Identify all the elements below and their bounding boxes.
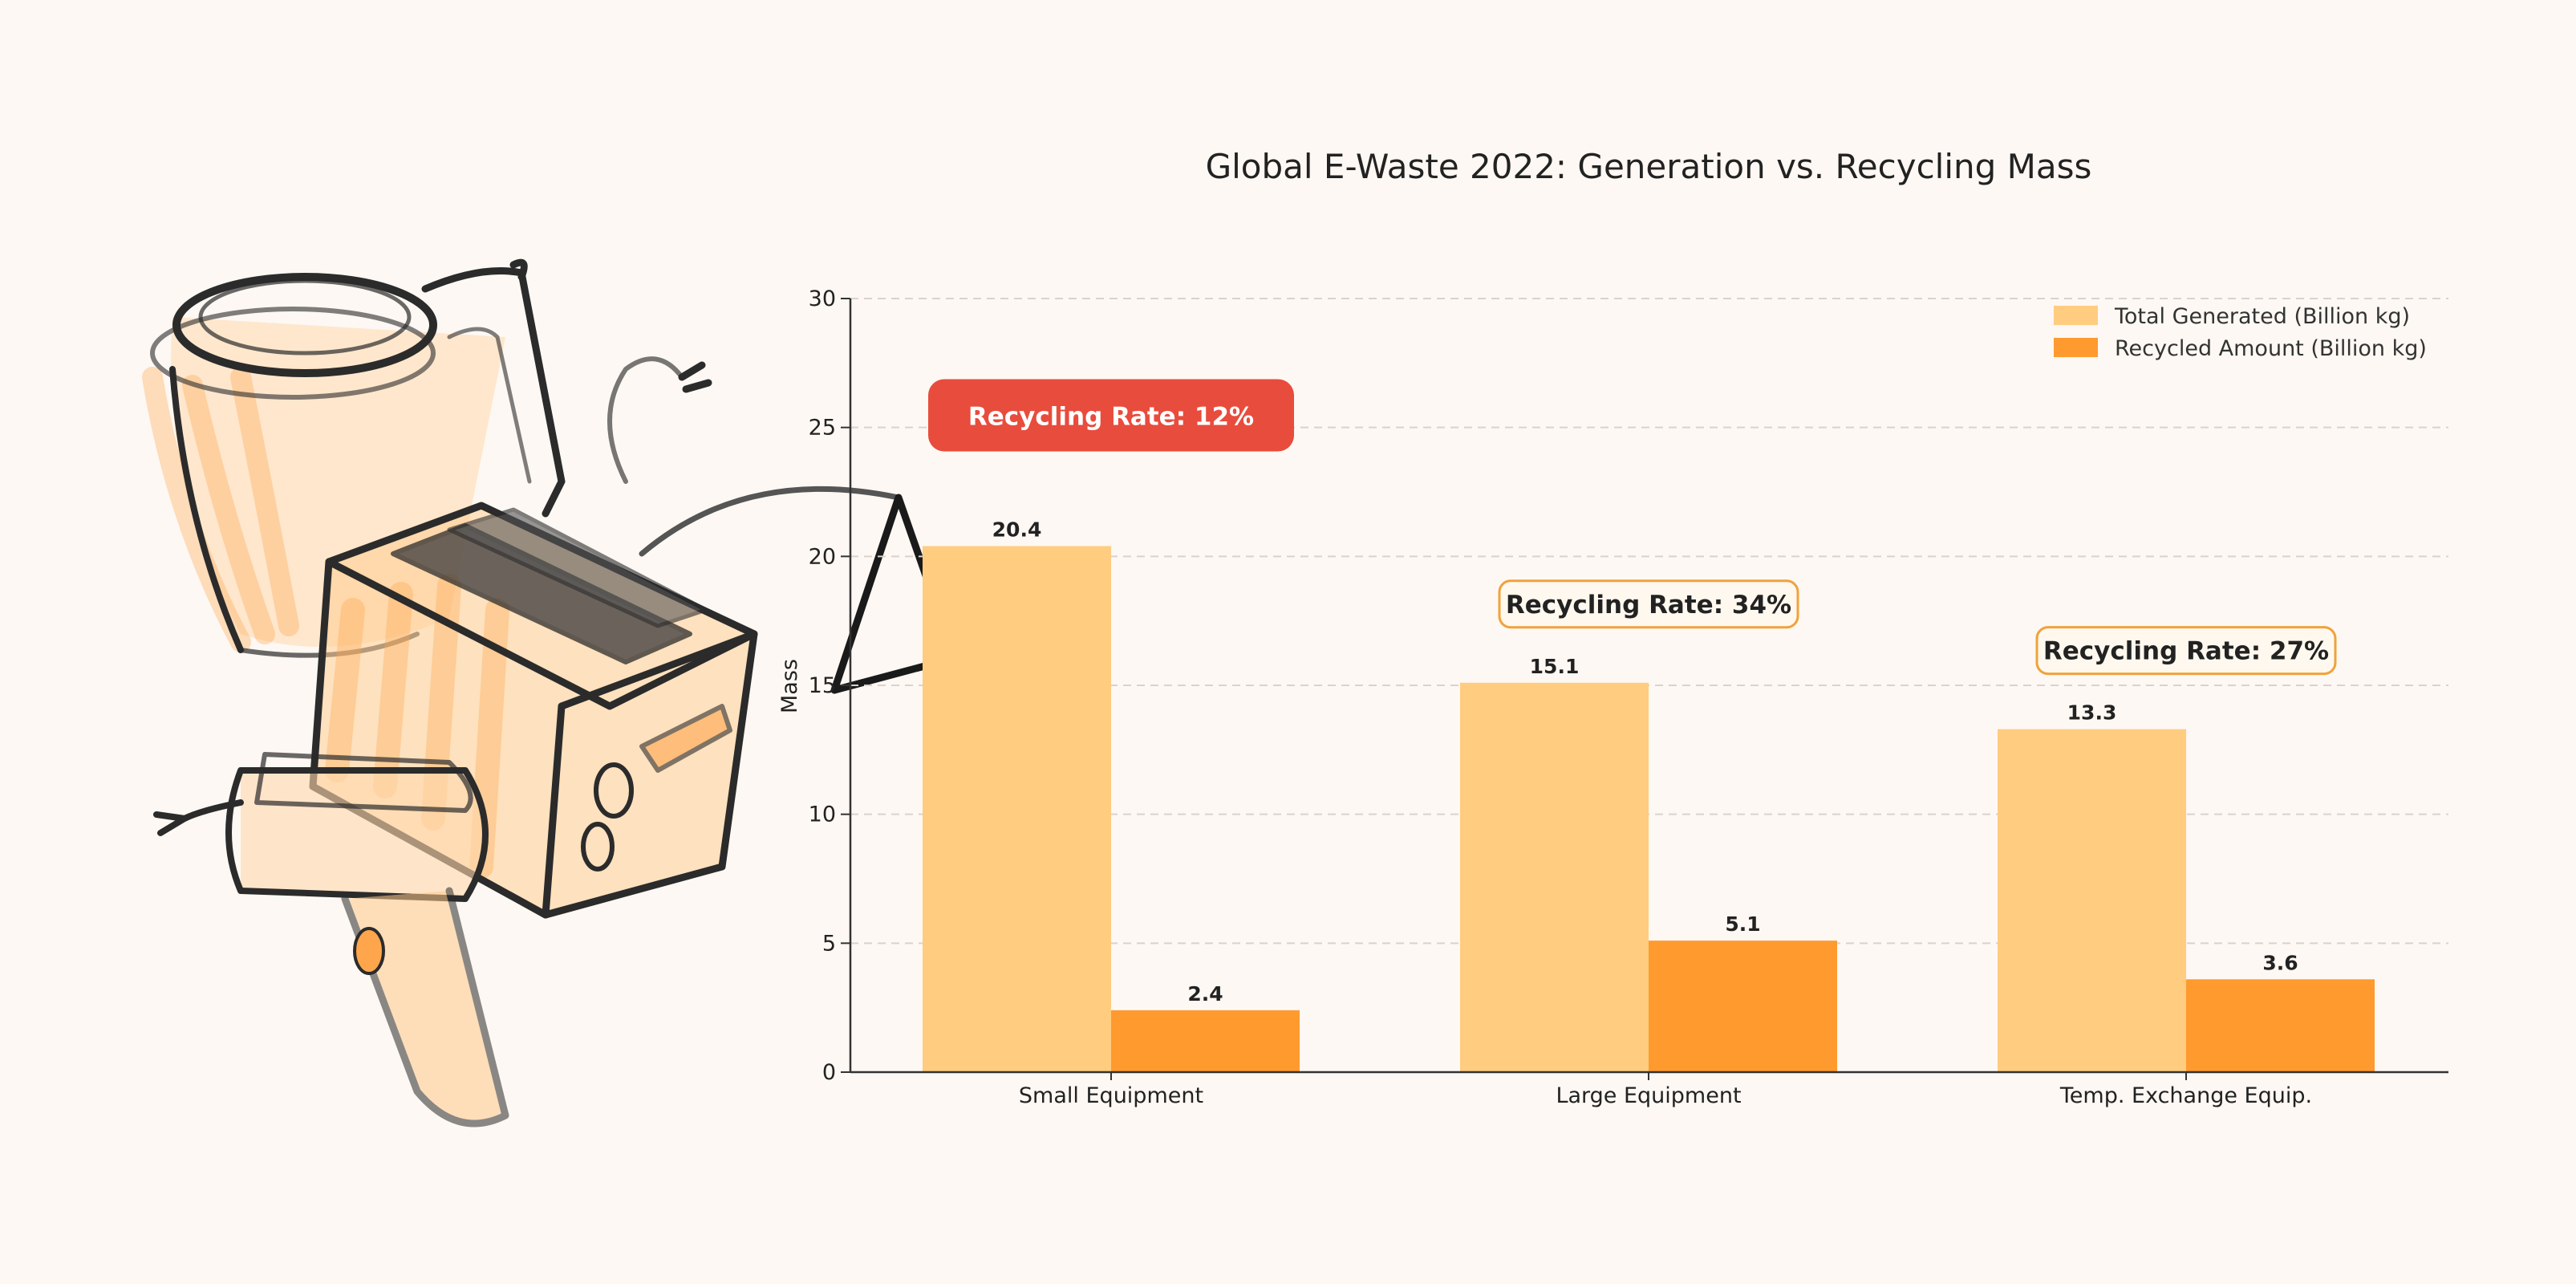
y-tick-label: 15: [809, 673, 836, 698]
legend-label: Recycled Amount (Billion kg): [2115, 336, 2427, 361]
rate-annotations: Recycling Rate: 12% Recycling Rate: 34% Re…: [928, 379, 2337, 676]
bar-value-label: 20.4: [992, 518, 1042, 541]
y-tick-label: 10: [809, 802, 836, 827]
bar-generated: [1998, 729, 2186, 1072]
x-tick-label: Small Equipment: [1019, 1083, 1203, 1108]
rate-annotation-text: Recycling Rate: 12%: [968, 402, 1254, 431]
y-axis-label: Mass: [777, 659, 802, 713]
value-labels: 20.4 2.4 15.1 5.1 13.3 3.6: [992, 518, 2298, 1005]
y-tick-label: 30: [809, 286, 836, 311]
legend-swatch: [2054, 306, 2098, 325]
bar-value-label: 2.4: [1187, 982, 1223, 1006]
y-tick-label: 20: [809, 544, 836, 569]
bar-value-label: 3.6: [2262, 951, 2298, 974]
chart-title: Global E-Waste 2022: Generation vs. Recy…: [1206, 147, 2092, 186]
bar-recycled: [2186, 979, 2375, 1072]
rate-annotation-text: Recycling Rate: 27%: [2043, 637, 2329, 666]
rate-annotation-box: [1498, 579, 1799, 629]
hair-dryer-sketch: [153, 752, 509, 1128]
bar-value-label: 15.1: [1530, 655, 1580, 678]
x-tick-label: Temp. Exchange Equip.: [2059, 1083, 2312, 1108]
rate-annotation-text: Recycling Rate: 34%: [1506, 591, 1791, 620]
bar-value-label: 5.1: [1725, 912, 1760, 936]
bar-recycled: [1111, 1010, 1300, 1072]
appliance-sketch-illustration: [142, 258, 959, 1128]
axes: 0 5 10 15 20 25 30 Small Equipment Large Equipme…: [809, 286, 2448, 1108]
y-tick-label: 5: [822, 931, 836, 956]
bar-generated: [1460, 682, 1649, 1072]
bar-generated: [923, 546, 1111, 1072]
x-tick-label: Large Equipment: [1556, 1083, 1741, 1108]
bar-recycled: [1649, 941, 1837, 1072]
y-tick-label: 25: [809, 416, 836, 441]
rate-annotation-box: [928, 379, 1294, 452]
cord-sketch: [607, 356, 684, 484]
rate-annotation-box: [2035, 626, 2337, 676]
legend-swatch: [2054, 338, 2098, 357]
bar-value-label: 13.3: [2067, 701, 2117, 725]
bars: [923, 546, 2375, 1072]
y-tick-label: 0: [822, 1060, 836, 1085]
legend-label: Total Generated (Billion kg): [2114, 304, 2410, 329]
plug-sketch: [678, 361, 712, 393]
legend: Total Generated (Billion kg) Recycled Amo…: [2054, 304, 2427, 361]
